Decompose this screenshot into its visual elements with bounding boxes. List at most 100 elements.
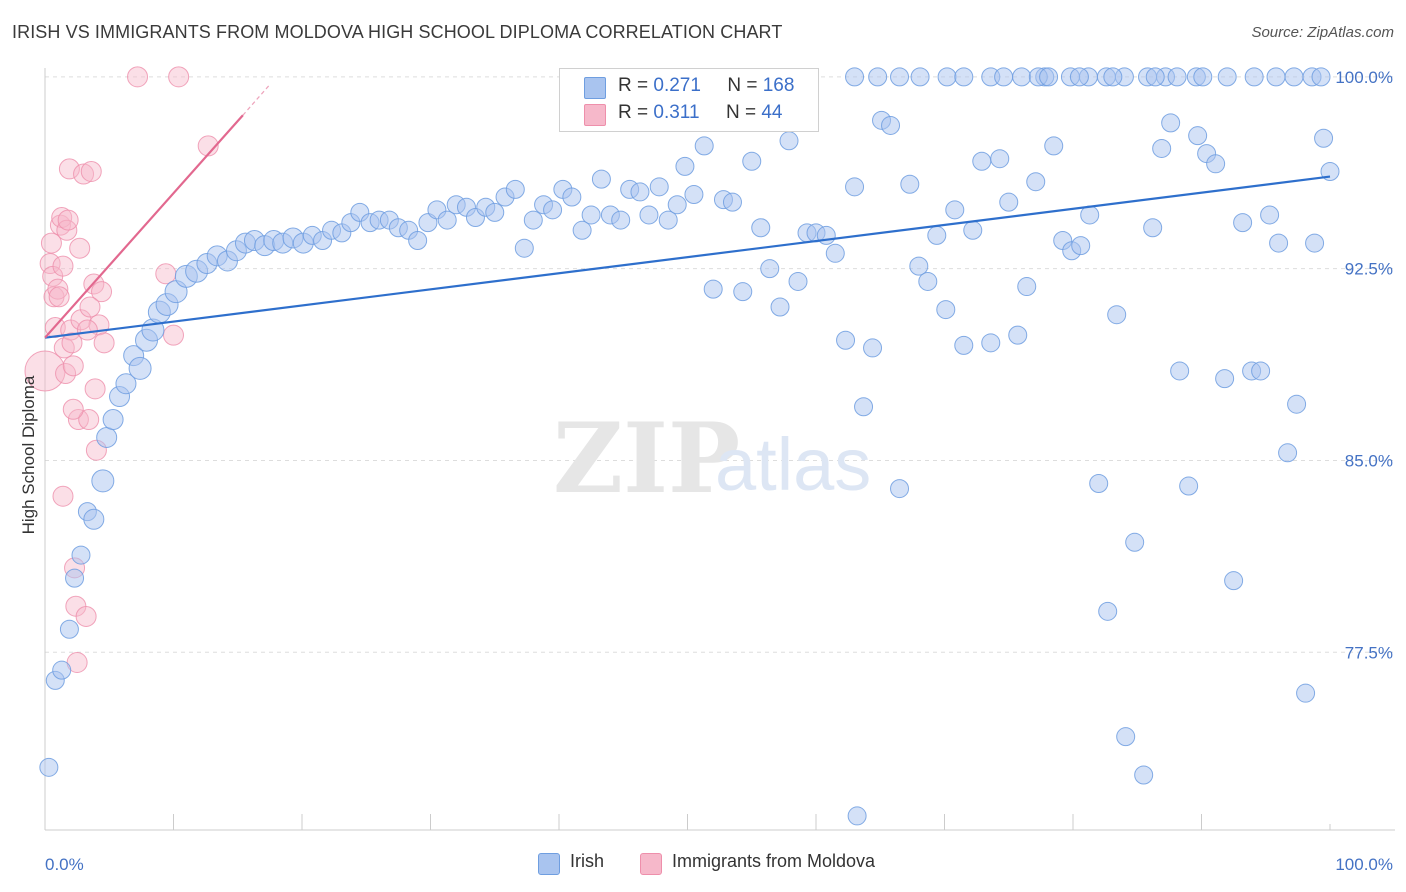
- irish-point: [816, 225, 836, 245]
- irish-point: [1017, 277, 1037, 297]
- irish-point: [630, 182, 650, 202]
- irish-point: [408, 231, 428, 251]
- bottom-legend-moldova-label: Immigrants from Moldova: [672, 851, 876, 871]
- x-tick-label-1: 100.0%: [1335, 855, 1393, 874]
- watermark-zip: ZIP: [553, 402, 740, 515]
- irish-point: [52, 660, 72, 680]
- irish-point: [1103, 67, 1123, 87]
- moldova-point: [79, 296, 101, 318]
- irish-point: [703, 279, 723, 299]
- irish-point: [1244, 67, 1264, 87]
- irish-point: [927, 225, 947, 245]
- y-tick-label-1: 85.0%: [1345, 451, 1393, 470]
- irish-point: [963, 220, 983, 240]
- irish-point: [1039, 67, 1059, 87]
- irish-point: [128, 356, 152, 380]
- irish-point: [845, 177, 865, 197]
- legend-moldova-r-value: 0.311: [653, 102, 700, 123]
- moldova-trend-extension: [242, 84, 271, 116]
- irish-point: [1305, 233, 1325, 253]
- irish-point: [1098, 601, 1118, 621]
- moldova-point: [168, 66, 190, 88]
- legend: R = 0.271 N = 168 R = 0.311 N = 44: [559, 68, 819, 132]
- irish-point: [639, 205, 659, 225]
- irish-point: [760, 259, 780, 279]
- irish-point: [694, 136, 714, 156]
- irish-point: [1217, 67, 1237, 87]
- irish-point: [742, 151, 762, 171]
- irish-point: [1161, 113, 1181, 133]
- moldova-point: [75, 605, 97, 627]
- y-axis-title: High School Diploma: [19, 375, 38, 534]
- irish-points: [39, 67, 1340, 826]
- irish-point: [1320, 161, 1340, 181]
- moldova-point: [39, 253, 61, 275]
- irish-point: [649, 177, 669, 197]
- legend-irish-r-value: 0.271: [653, 75, 701, 96]
- irish-point: [102, 409, 124, 431]
- moldova-point: [48, 286, 70, 308]
- moldova-trend-line: [44, 114, 244, 339]
- irish-point: [514, 238, 534, 258]
- irish-point: [1269, 233, 1289, 253]
- irish-point: [954, 67, 974, 87]
- irish-point: [667, 195, 687, 215]
- irish-point: [1224, 571, 1244, 591]
- irish-point: [91, 469, 115, 493]
- irish-point: [868, 67, 888, 87]
- irish-point: [733, 282, 753, 302]
- irish-point: [1284, 67, 1304, 87]
- irish-point: [581, 205, 601, 225]
- irish-point: [1143, 218, 1163, 238]
- irish-point: [1145, 67, 1165, 87]
- moldova-point: [91, 281, 113, 303]
- irish-trend-line: [44, 175, 1331, 339]
- irish-point: [836, 330, 856, 350]
- source-label: Source: ZipAtlas.com: [1251, 24, 1394, 41]
- irish-point: [910, 67, 930, 87]
- y-tick-labels: 77.5% 85.0% 92.5% 100.0%: [1335, 68, 1393, 662]
- irish-point: [1287, 394, 1307, 414]
- grid-lines: [45, 76, 1395, 653]
- irish-point: [937, 67, 957, 87]
- moldova-point: [80, 160, 102, 182]
- moldova-point: [73, 163, 95, 185]
- irish-point: [981, 333, 1001, 353]
- legend-moldova-n-label: N =: [725, 102, 757, 123]
- irish-point: [1215, 369, 1235, 389]
- irish-point: [562, 187, 582, 207]
- moldova-point: [52, 485, 74, 507]
- irish-point: [990, 149, 1010, 169]
- irish-point: [523, 210, 543, 230]
- irish-point: [845, 67, 865, 87]
- irish-point: [437, 210, 457, 230]
- irish-point: [954, 335, 974, 355]
- irish-point: [1193, 67, 1213, 87]
- irish-point: [675, 156, 695, 176]
- moldova-points: [24, 66, 219, 673]
- moldova-point: [69, 237, 91, 259]
- irish-point: [1251, 361, 1271, 381]
- irish-point: [1071, 236, 1091, 256]
- irish-point: [890, 67, 910, 87]
- bottom-legend-irish-label: Irish: [570, 851, 605, 871]
- irish-point: [684, 184, 704, 204]
- axes: [44, 68, 1395, 831]
- moldova-point: [93, 332, 115, 354]
- moldova-point: [76, 319, 98, 341]
- moldova-point: [127, 66, 149, 88]
- irish-point: [658, 210, 678, 230]
- irish-point: [1116, 727, 1136, 747]
- irish-point: [1278, 443, 1298, 463]
- legend-moldova-r-label: R =: [618, 102, 649, 123]
- irish-point: [1152, 138, 1172, 158]
- irish-point: [918, 271, 938, 291]
- irish-point: [945, 200, 965, 220]
- irish-point: [751, 218, 771, 238]
- moldova-point: [62, 355, 84, 377]
- legend-moldova-n-value: 44: [761, 102, 783, 123]
- irish-point: [1125, 532, 1145, 552]
- irish-point: [1008, 325, 1028, 345]
- moldova-point: [47, 278, 69, 300]
- irish-point: [1069, 67, 1089, 87]
